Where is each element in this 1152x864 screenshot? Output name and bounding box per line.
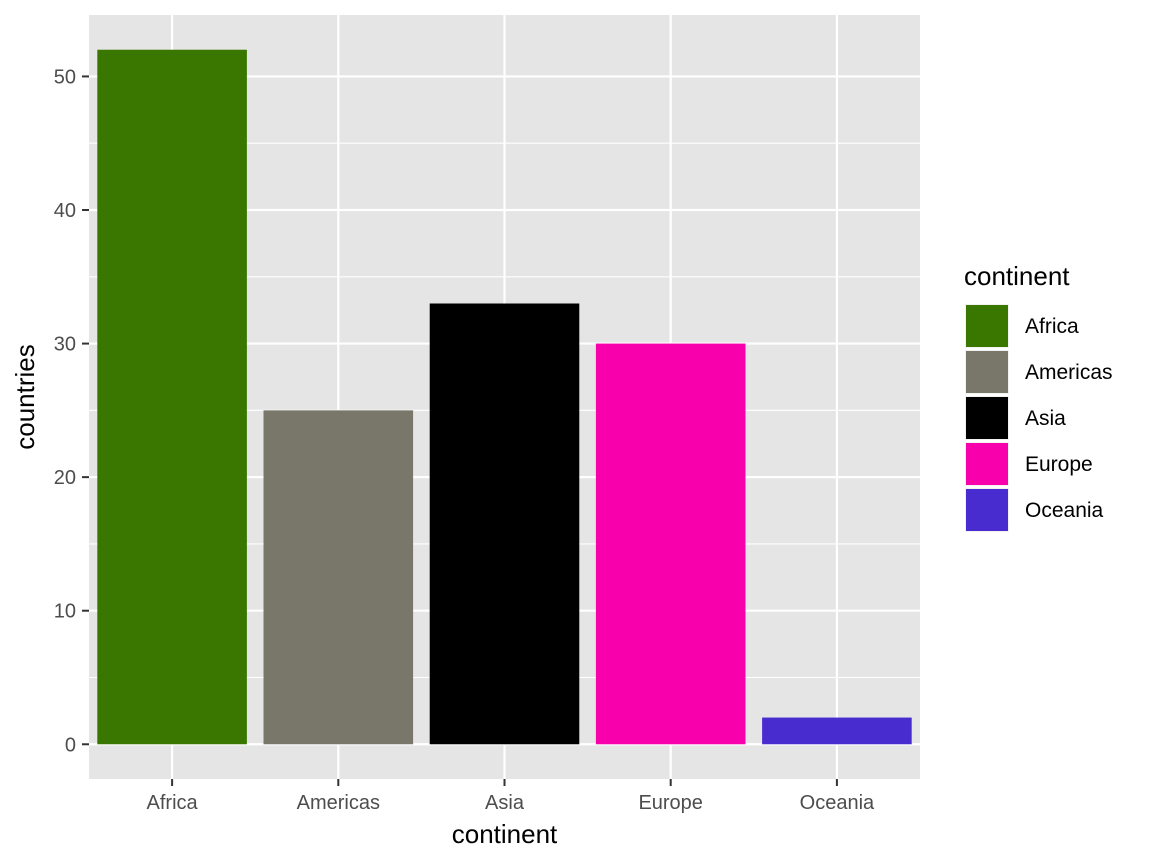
- x-tick-label: Asia: [485, 792, 525, 814]
- legend-title: continent: [964, 261, 1070, 291]
- x-axis-title: continent: [452, 819, 558, 849]
- x-tick-label: Africa: [147, 792, 199, 814]
- x-tick-label: Europe: [638, 792, 703, 814]
- legend-swatch-americas: [966, 351, 1008, 393]
- y-tick-label: 20: [54, 467, 76, 489]
- legend: continent Africa Americas Asia Europe Oceani…: [964, 261, 1113, 532]
- y-tick-label: 40: [54, 200, 76, 222]
- bars: [97, 49, 912, 745]
- legend-label: Asia: [1025, 407, 1066, 430]
- bar-africa: [97, 49, 247, 745]
- legend-swatch-africa: [966, 305, 1008, 347]
- legend-items: Africa Americas Asia Europe Oceania: [965, 304, 1113, 532]
- bar-americas: [263, 410, 414, 745]
- legend-label: Oceania: [1025, 499, 1104, 522]
- x-tick-label: Oceania: [800, 792, 875, 814]
- bar-asia: [429, 303, 580, 745]
- y-tick-label: 30: [54, 334, 76, 356]
- bar-oceania: [762, 717, 912, 745]
- legend-label: Africa: [1025, 315, 1079, 338]
- x-axis: Africa Americas Asia Europe Oceania: [147, 779, 875, 814]
- legend-label: Americas: [1025, 361, 1113, 384]
- legend-label: Europe: [1025, 453, 1093, 476]
- x-tick-label: Americas: [297, 792, 380, 814]
- legend-swatch-oceania: [966, 489, 1008, 531]
- y-tick-label: 10: [54, 601, 76, 623]
- bar-europe: [595, 343, 746, 745]
- y-tick-label: 50: [54, 66, 76, 88]
- legend-swatch-asia: [966, 397, 1008, 439]
- y-axis-title: countries: [10, 344, 40, 450]
- y-axis: 0 10 20 30 40 50: [54, 66, 89, 756]
- legend-swatch-europe: [966, 443, 1008, 485]
- y-tick-label: 0: [65, 734, 76, 756]
